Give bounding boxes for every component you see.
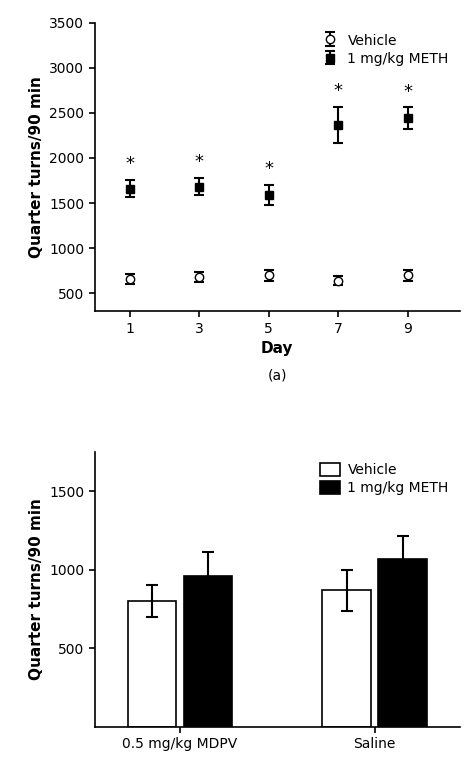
Bar [378, 559, 427, 727]
X-axis label: Day: Day [261, 341, 293, 356]
Text: (a): (a) [267, 369, 287, 383]
Text: *: * [403, 83, 412, 101]
Bar [183, 576, 232, 727]
Text: *: * [334, 82, 343, 100]
Y-axis label: Quarter turns/90 min: Quarter turns/90 min [29, 76, 44, 258]
Legend: Vehicle, 1 mg/kg METH: Vehicle, 1 mg/kg METH [316, 30, 453, 70]
Text: *: * [195, 154, 203, 171]
Legend: Vehicle, 1 mg/kg METH: Vehicle, 1 mg/kg METH [316, 459, 453, 500]
Text: *: * [264, 160, 273, 178]
Y-axis label: Quarter turns/90 min: Quarter turns/90 min [29, 498, 44, 681]
Bar [322, 590, 371, 727]
Text: *: * [125, 155, 134, 173]
Bar [128, 601, 176, 727]
